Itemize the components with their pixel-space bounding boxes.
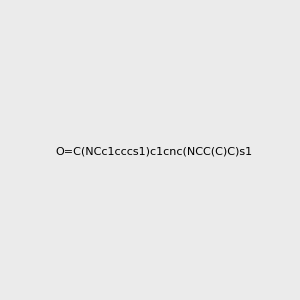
Text: O=C(NCc1cccs1)c1cnc(NCC(C)C)s1: O=C(NCc1cccs1)c1cnc(NCC(C)C)s1 [55,146,252,157]
